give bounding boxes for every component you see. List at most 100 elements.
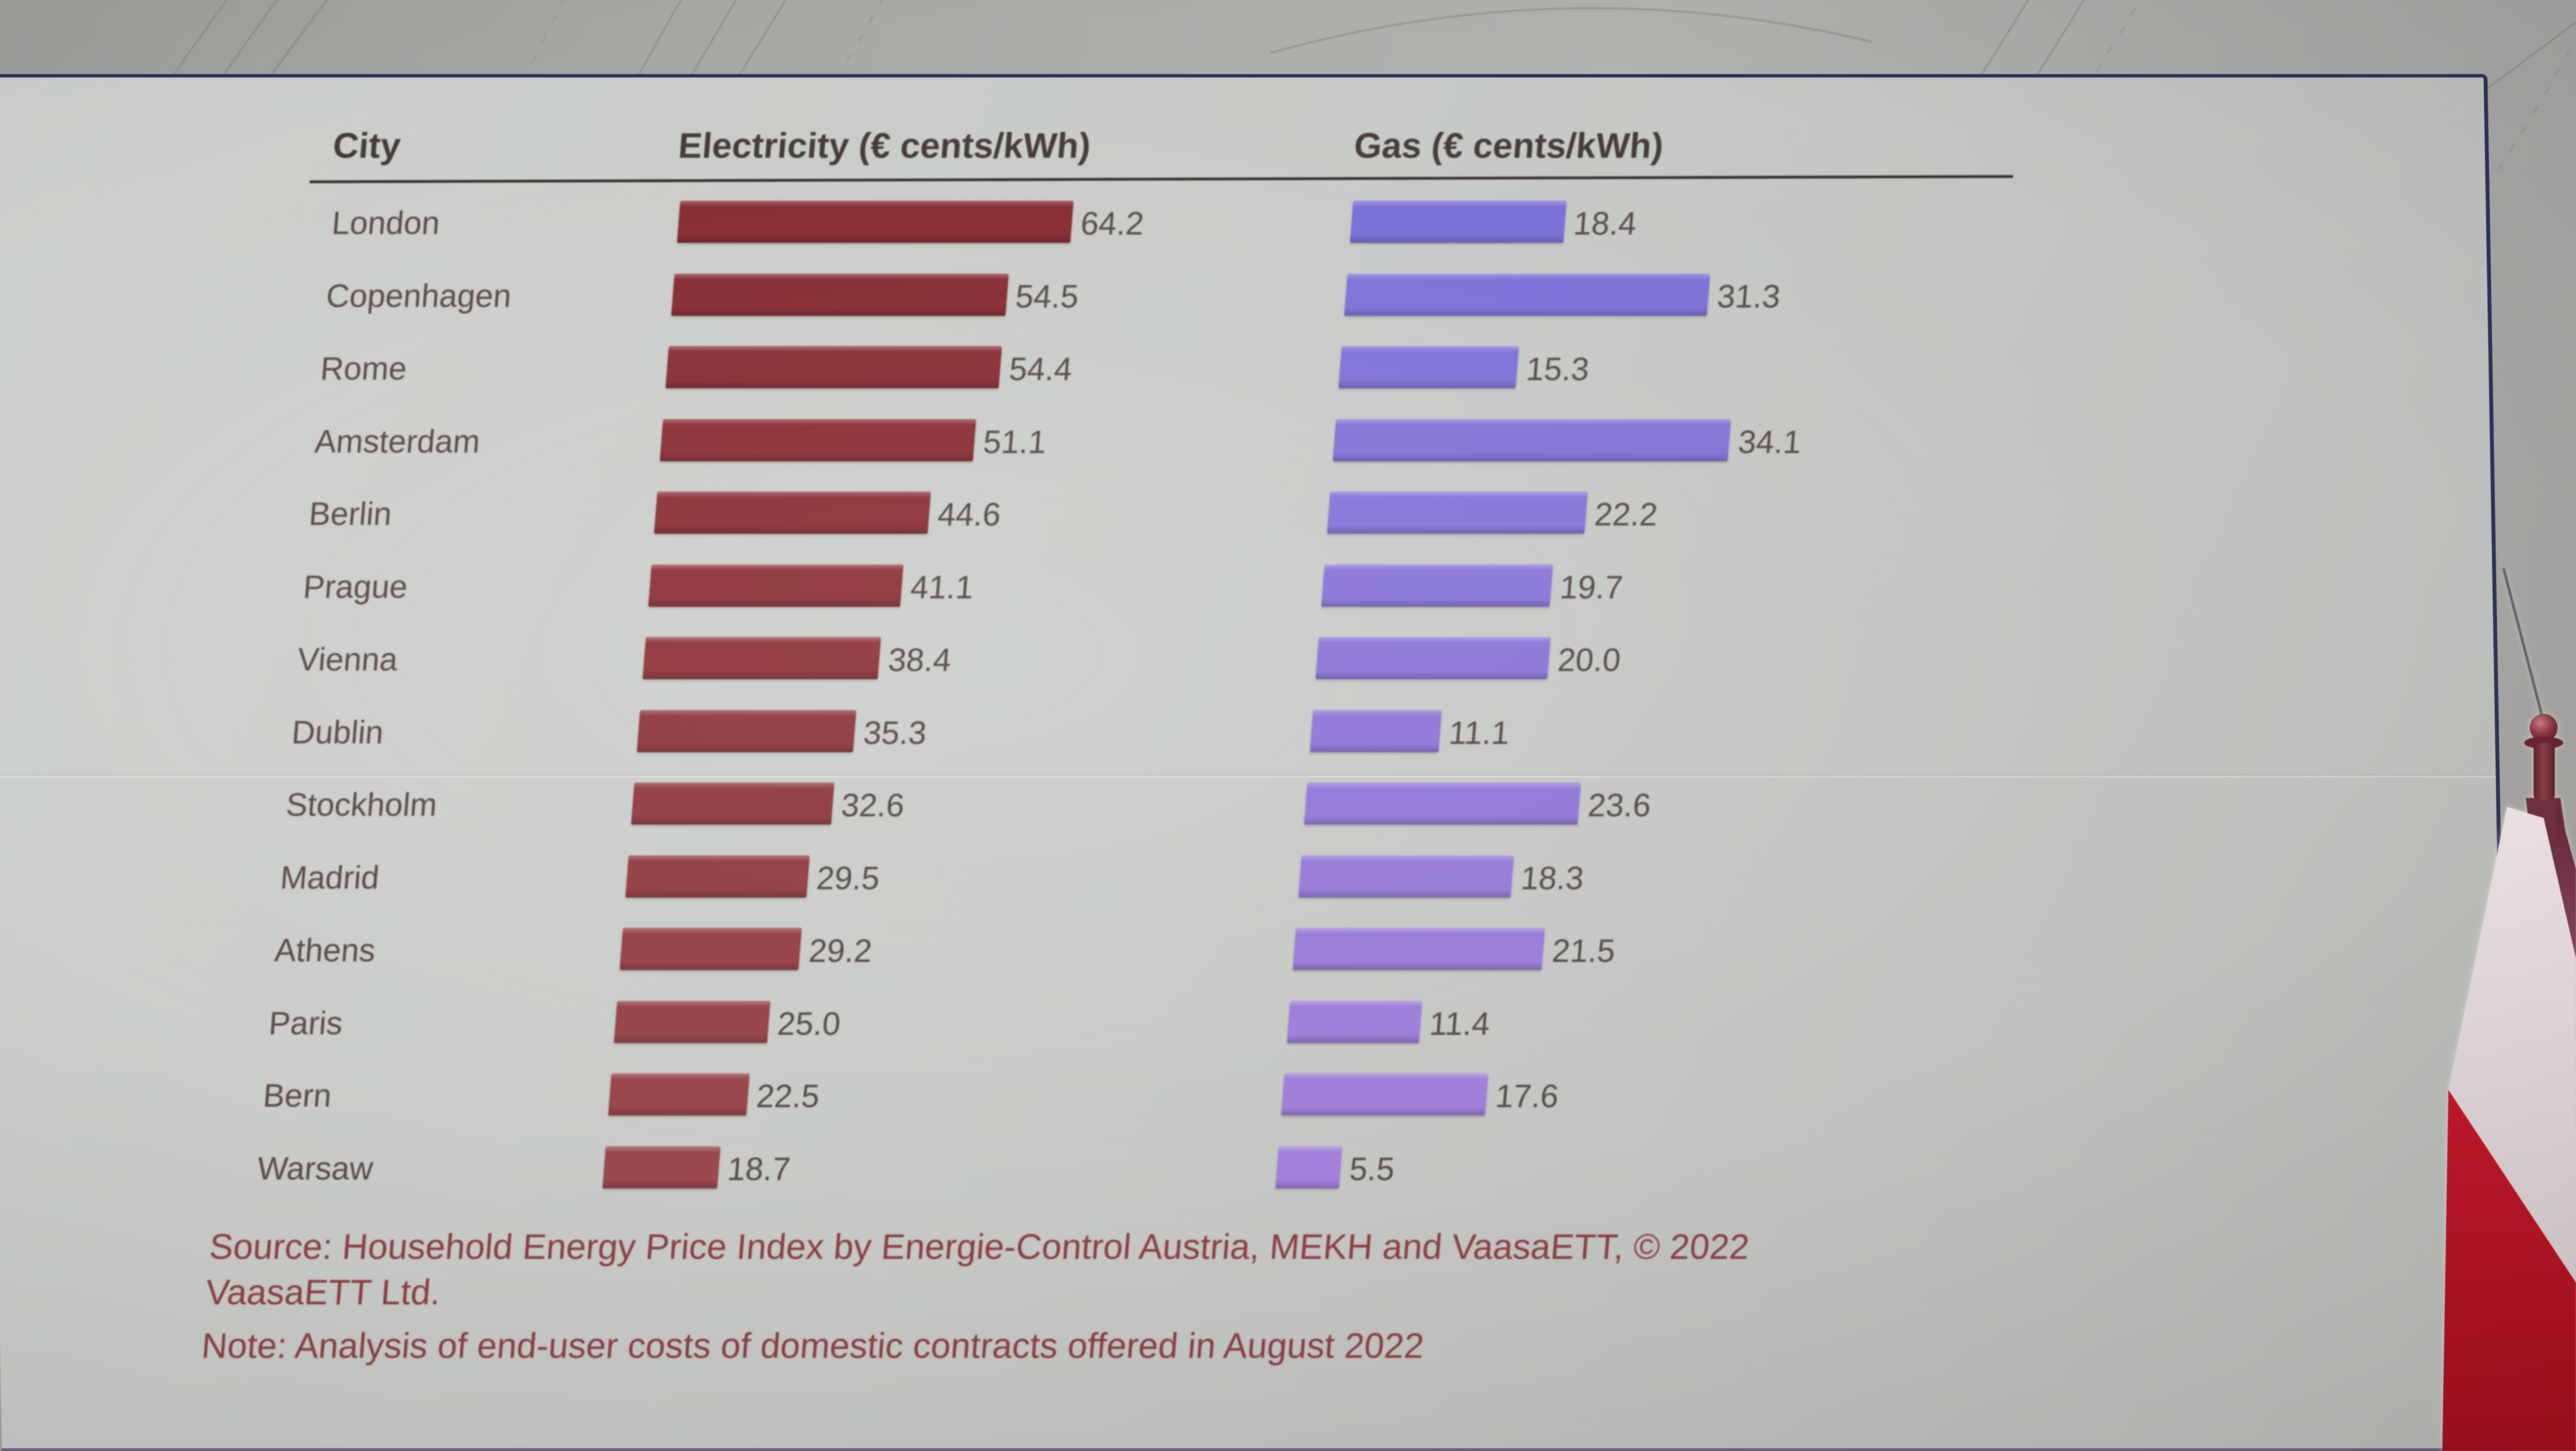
gas-value-label: 18.3 [1519, 860, 1585, 897]
row-city-label: London [330, 205, 442, 241]
row-city-label: Amsterdam [313, 423, 482, 460]
flag-finial-ball [2530, 714, 2558, 742]
gas-bar [1286, 1000, 1423, 1043]
gas-value-label: 18.4 [1572, 206, 1638, 242]
electricity-bar [613, 1000, 770, 1043]
electricity-bar [602, 1146, 721, 1189]
table-row: Vienna 38.4 20.0 [256, 624, 2323, 696]
note-text: Note: Analysis of end-user costs of dome… [200, 1326, 1426, 1366]
row-city-label: Rome [319, 350, 408, 387]
flag-wire [2502, 568, 2546, 725]
row-city-label: Madrid [279, 859, 381, 896]
electricity-bar [677, 201, 1074, 243]
table-row: Rome 54.4 15.3 [279, 333, 2345, 405]
gas-bar [1281, 1073, 1489, 1116]
row-city-label: Copenhagen [325, 277, 513, 314]
electricity-value-label: 25.0 [776, 1005, 842, 1042]
gas-value-label: 5.5 [1348, 1151, 1396, 1187]
electricity-bar [665, 346, 1002, 388]
row-city-label: Prague [301, 568, 409, 605]
electricity-bar [608, 1073, 750, 1116]
electricity-value-label: 38.4 [886, 642, 953, 678]
flag-fabric-red [2442, 1090, 2576, 1451]
table-row: London 64.2 18.4 [290, 187, 2357, 260]
row-city-label: Bern [261, 1078, 333, 1114]
gas-bar [1315, 637, 1551, 679]
gas-bar [1350, 201, 1567, 243]
electricity-value-label: 29.5 [815, 860, 881, 897]
gas-bar [1310, 709, 1442, 752]
table-row: Paris 25.0 11.4 [227, 987, 2294, 1060]
gas-value-label: 23.6 [1586, 787, 1652, 824]
poland-flag [2442, 568, 2576, 1451]
gas-bar [1326, 491, 1588, 534]
row-city-label: Warsaw [256, 1150, 375, 1187]
gas-value-label: 20.0 [1556, 642, 1622, 678]
electricity-value-label: 44.6 [936, 496, 1002, 533]
gas-value-label: 31.3 [1716, 278, 1782, 315]
electricity-bar [671, 273, 1009, 316]
table-row: Bern 22.5 17.6 [221, 1060, 2288, 1132]
table-row: Athens 29.2 21.5 [233, 914, 2300, 987]
gas-value-label: 11.1 [1447, 714, 1511, 751]
electricity-bar [625, 855, 810, 898]
row-city-label: Berlin [308, 496, 393, 532]
gas-bar [1333, 418, 1731, 461]
row-city-label: Athens [273, 932, 377, 968]
gas-bar [1321, 564, 1553, 607]
electricity-value-label: 35.3 [862, 714, 928, 751]
table-row: Amsterdam 51.1 34.1 [273, 406, 2340, 478]
electricity-value-label: 18.7 [726, 1151, 792, 1187]
electricity-value-label: 32.6 [840, 787, 906, 824]
source-text-line2: VaasaETT Ltd. [204, 1272, 442, 1312]
slide-content: City Electricity (€ cents/kWh) Gas (€ ce… [199, 115, 2363, 1413]
electricity-bar [653, 491, 931, 534]
gas-bar [1344, 273, 1710, 316]
electricity-bar [619, 928, 802, 970]
column-header-city: City [331, 125, 402, 165]
slide-card: City Electricity (€ cents/kWh) Gas (€ ce… [0, 74, 2512, 1451]
table-row: Copenhagen 54.5 31.3 [284, 260, 2351, 333]
row-city-label: Paris [267, 1005, 344, 1041]
electricity-value-label: 41.1 [909, 569, 975, 606]
gas-bar [1304, 782, 1581, 825]
electricity-bar [631, 782, 835, 825]
column-header-electricity: Electricity (€ cents/kWh) [677, 125, 1092, 165]
row-city-label: Stockholm [285, 787, 438, 823]
gas-value-label: 11.4 [1428, 1005, 1491, 1042]
source-text-line1: Source: Household Energy Price Index by … [208, 1226, 1751, 1267]
table-row: Stockholm 32.6 23.6 [244, 769, 2311, 841]
electricity-bar [660, 418, 977, 461]
electricity-value-label: 22.5 [755, 1078, 821, 1114]
table-row: Prague 41.1 19.7 [261, 551, 2328, 624]
electricity-value-label: 54.4 [1008, 351, 1074, 387]
gas-bar [1275, 1146, 1343, 1189]
gas-value-label: 34.1 [1736, 423, 1803, 460]
flag-pole-tip [2534, 743, 2555, 800]
column-header-gas: Gas (€ cents/kWh) [1353, 125, 1665, 165]
gas-bar [1292, 928, 1545, 970]
row-city-label: Vienna [296, 641, 399, 678]
gas-value-label: 19.7 [1558, 569, 1624, 606]
header-divider-rule [309, 175, 2013, 183]
electricity-value-label: 64.2 [1079, 206, 1145, 242]
gas-value-label: 21.5 [1550, 933, 1617, 969]
electricity-value-label: 54.5 [1014, 278, 1080, 315]
gas-value-label: 15.3 [1524, 351, 1591, 387]
electricity-value-label: 51.1 [982, 423, 1048, 460]
gas-bar [1298, 855, 1514, 898]
electricity-bar [642, 637, 881, 679]
gas-value-label: 22.2 [1593, 496, 1659, 533]
gas-bar [1338, 346, 1519, 388]
table-row: Berlin 44.6 22.2 [267, 478, 2334, 551]
table-row: Warsaw 18.7 5.5 [216, 1133, 2282, 1205]
row-city-label: Dublin [290, 714, 385, 751]
flag-fabric-white [2448, 807, 2576, 1283]
gas-value-label: 17.6 [1494, 1078, 1560, 1114]
electricity-value-label: 29.2 [807, 933, 874, 969]
electricity-bar [637, 709, 857, 752]
electricity-bar [648, 564, 904, 607]
table-row: Madrid 29.5 18.3 [238, 842, 2305, 914]
table-row: Dublin 35.3 11.1 [250, 697, 2317, 769]
